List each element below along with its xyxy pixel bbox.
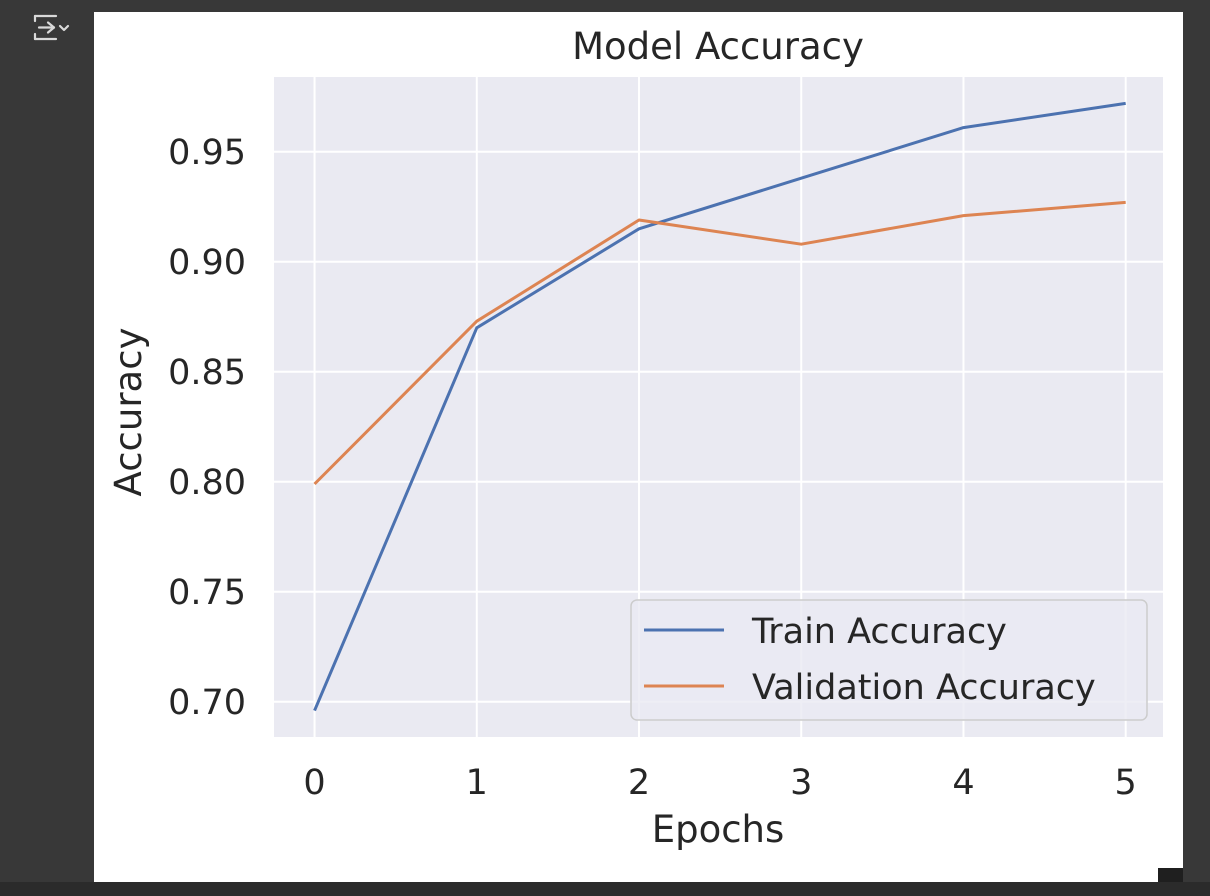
y-tick-label: 0.85 <box>168 353 246 393</box>
output-toggle-button[interactable] <box>26 8 72 48</box>
grid-lines <box>274 77 1163 737</box>
x-tick-label: 5 <box>1115 763 1137 803</box>
chart-title: Model Accuracy <box>572 25 864 68</box>
x-tick-label: 3 <box>790 763 812 803</box>
accuracy-chart: Model Accuracy 0 1 2 3 4 5 0.70 0.75 0.80 0.85 0.9… <box>107 25 1163 851</box>
y-tick-label: 0.75 <box>168 573 246 613</box>
axis-ticks: 0 1 2 3 4 5 0.70 0.75 0.80 0.85 0.90 0.95 <box>168 133 1137 803</box>
y-tick-label: 0.80 <box>168 463 246 503</box>
output-bottom-border <box>0 882 1210 896</box>
x-tick-label: 0 <box>303 763 325 803</box>
x-tick-label: 2 <box>628 763 650 803</box>
legend-label-train: Train Accuracy <box>751 612 1007 652</box>
y-tick-label: 0.70 <box>168 683 246 723</box>
y-axis-label: Accuracy <box>107 328 150 497</box>
train-accuracy-line <box>313 101 1126 712</box>
x-tick-label: 4 <box>952 763 974 803</box>
legend: Train Accuracy Validation Accuracy <box>630 599 1148 721</box>
legend-label-validation: Validation Accuracy <box>752 668 1096 708</box>
figure-panel: Model Accuracy 0 1 2 3 4 5 0.70 0.75 0.80 0.85 0.9… <box>94 12 1183 882</box>
x-tick-label: 1 <box>466 763 488 803</box>
x-axis-label: Epochs <box>652 808 785 851</box>
series-lines <box>313 101 1126 712</box>
y-tick-label: 0.90 <box>168 243 246 283</box>
y-tick-label: 0.95 <box>168 133 246 173</box>
validation-accuracy-line <box>313 200 1126 486</box>
output-collapse-icon <box>33 14 70 41</box>
legend-box <box>630 599 1148 721</box>
output-resize-corner <box>1158 868 1183 882</box>
